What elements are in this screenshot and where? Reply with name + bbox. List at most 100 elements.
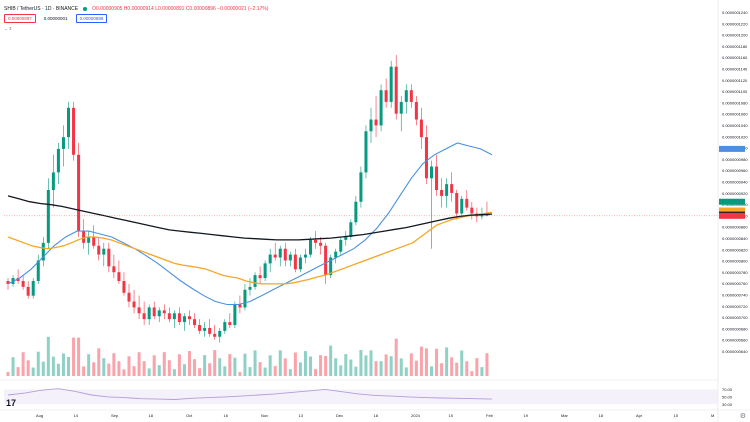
volume-bar — [46, 336, 50, 376]
y-axis-label: 0.0000001140 — [722, 67, 748, 72]
candle-body — [394, 66, 398, 114]
volume-bar — [414, 360, 418, 376]
y-axis-label: 0.0000001100 — [722, 89, 748, 94]
x-axis-label: M — [711, 413, 714, 418]
volume-bar — [127, 356, 131, 376]
x-axis-label: 18 — [149, 413, 154, 418]
volume-bar — [152, 355, 156, 376]
y-axis-label: 0.0000001220 — [722, 21, 748, 26]
symbol-title[interactable]: SHIB / TetherUS · 1D · BINANCE — [4, 6, 79, 12]
volume-bar — [324, 356, 328, 376]
volume-bar — [117, 361, 121, 376]
volume-bar — [198, 368, 202, 376]
candle-body — [374, 119, 378, 126]
y-axis-label: 0.0000001200 — [722, 33, 748, 38]
y-axis-label: 0.0000001020 — [722, 134, 748, 139]
candle-body — [273, 254, 277, 258]
candle-body — [364, 131, 368, 173]
candle-body — [107, 248, 111, 267]
volume-bar — [329, 345, 333, 376]
y-axis-label: 0.0000000800 — [722, 259, 748, 264]
volume-bar — [278, 350, 282, 376]
x-axis-label: Mar — [561, 413, 569, 418]
candle-body — [36, 260, 40, 281]
y-axis-label: 0.0000001180 — [722, 44, 748, 49]
price-tag — [719, 145, 745, 152]
candle-body — [409, 90, 413, 102]
candle-body — [56, 148, 60, 173]
volume-bar — [404, 367, 408, 376]
volume-bar — [409, 353, 413, 376]
settings-gear-icon[interactable]: ⚙ — [739, 413, 746, 420]
candle-body — [389, 66, 393, 102]
candle-body — [102, 248, 106, 255]
sell-price-button[interactable]: 0.00000897 — [4, 14, 36, 23]
volume-bar — [293, 352, 297, 376]
candle-body — [97, 245, 101, 255]
volume-bar — [132, 366, 136, 376]
volume-bar — [339, 365, 343, 376]
volume-bar — [283, 358, 287, 376]
candle-body — [308, 239, 313, 255]
candle-body — [440, 190, 444, 196]
candle-body — [77, 154, 81, 232]
x-axis-label: 15 — [674, 413, 679, 418]
volume-bar — [258, 362, 262, 376]
candle-body — [399, 101, 403, 114]
volume-bar — [177, 354, 181, 376]
candle-body — [16, 278, 20, 281]
tradingview-logo: 17 — [6, 398, 16, 408]
candle-body — [419, 119, 423, 138]
candle-body — [72, 107, 76, 155]
volume-bar — [263, 367, 267, 376]
volume-bar — [61, 353, 65, 376]
candle-body — [51, 172, 55, 190]
candle-body — [238, 304, 242, 308]
candle-body — [147, 307, 151, 320]
volume-bar — [167, 360, 171, 376]
y-axis-label: 0.0000000760 — [722, 281, 748, 286]
candle-body — [6, 281, 10, 284]
volume-bar — [228, 354, 232, 376]
indicators-toggle[interactable]: ⌄ 3 — [4, 26, 12, 31]
volume-bar — [334, 358, 338, 376]
y-axis-label: 0.0000001240 — [722, 10, 748, 15]
candle-body — [92, 236, 96, 246]
volume-bar — [107, 363, 111, 376]
candle-body — [213, 333, 217, 337]
candle-body — [283, 248, 287, 261]
rsi-axis-label: 30.00 — [722, 402, 733, 407]
y-axis-label: 0.0000000780 — [722, 270, 748, 275]
candle-body — [445, 184, 449, 196]
volume-bar — [193, 359, 197, 376]
volume-bar — [485, 353, 489, 376]
candle-body — [208, 327, 212, 334]
volume-bar — [288, 369, 292, 376]
candle-body — [233, 304, 237, 326]
volume-bar — [455, 362, 459, 376]
candle-body — [470, 207, 474, 214]
volume-bar — [238, 372, 242, 376]
candle-body — [253, 275, 257, 287]
candle-body — [339, 239, 343, 252]
volume-bar — [162, 352, 166, 376]
candle-body — [460, 198, 464, 214]
buy-price-button[interactable]: 0.00000898 — [75, 14, 108, 23]
x-axis-label: 16 — [224, 413, 229, 418]
candle-body — [334, 251, 338, 258]
price-tag — [719, 207, 745, 214]
x-axis-label: 14 — [74, 413, 79, 418]
y-axis-label: 0.0000000700 — [722, 315, 748, 320]
x-axis-label: Sep — [111, 413, 119, 418]
volume-bar — [97, 348, 101, 376]
volume-bar — [379, 361, 383, 376]
volume-bar — [475, 358, 479, 376]
candle-body — [152, 307, 156, 317]
volume-bar — [369, 350, 373, 376]
volume-bar — [253, 350, 257, 376]
volume-bar — [440, 363, 444, 376]
rsi-axis-label: 70.00 — [722, 387, 733, 392]
volume-bar — [435, 348, 439, 376]
volume-bar — [218, 358, 222, 376]
